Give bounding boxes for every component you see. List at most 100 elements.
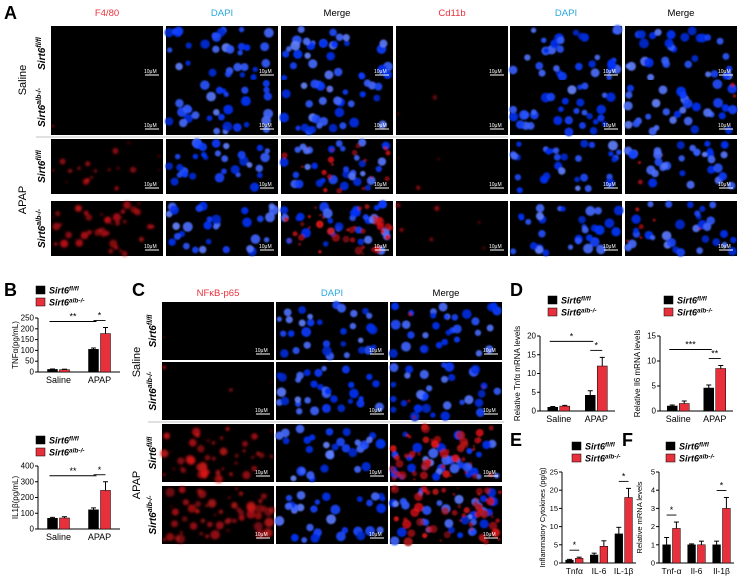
legend-label: Sirt6fl/fl [561,296,591,306]
x-tick-label: Tnfα [566,566,583,576]
legend-label: Sirt6alb-/- [677,308,713,318]
scale-label: 10μM [483,348,496,354]
bar [715,368,726,412]
significance-label: ** [69,312,77,322]
micrograph-content [165,138,270,192]
legend-label: Sirt6alb-/- [49,298,85,308]
bar [575,558,584,564]
panel-letter-b: B [4,280,17,300]
panel-letter-c: C [132,280,145,300]
scale-label: 10μM [255,408,268,414]
micrograph-content [279,79,387,136]
legend-swatch [35,435,46,445]
micrograph-content [623,140,736,190]
y-tick-label: 150 [21,335,35,344]
legend-label: Sirt6alb-/- [49,448,85,458]
micrograph-content [624,200,737,257]
micrograph-content [623,79,738,136]
bar [672,528,681,564]
micrograph-content [395,202,486,250]
y-tick-label: 15 [527,350,536,359]
row-label: Sirt6fl/fl [36,149,48,183]
x-tick-label: APAP [88,532,111,542]
x-tick-label: APAP [703,414,726,424]
y-tick-label: 4 [651,486,655,495]
scale-label: 10μM [489,182,502,188]
micrograph-content [163,336,166,339]
micrograph-image [51,26,163,81]
micrograph-content [508,24,623,82]
significance-label: ** [711,349,719,359]
bar [59,369,70,373]
chart-d-left: 0 5 10 15 20 Relative Tnfα mRNA levels Saline A… [513,296,615,424]
significance-label: *** [685,340,696,350]
y-axis-label: TNFα(pg/mL) [11,321,20,369]
row-label: Sirt6alb-/- [36,208,48,248]
column-header: Merge [433,288,460,299]
scale-label: 10μM [369,408,382,414]
x-tick-label: Tnf-α [661,566,681,576]
x-tick-label: APAP [585,414,608,424]
legend-swatch [35,285,46,295]
micrograph-content [275,424,386,483]
micrograph-content [52,201,155,257]
micrograph-image [51,139,163,194]
row-label: Sirt6alb-/- [147,371,159,411]
x-tick-label: Saline [46,532,71,542]
x-tick-label: IL-6 [592,566,607,576]
significance-label: * [573,540,577,550]
scale-label: 10μM [259,244,272,250]
legend-swatch [35,447,46,457]
bar [547,407,558,412]
scale-label: 10μM [374,123,387,129]
micrograph-image [162,302,274,360]
micrograph-image [510,26,622,81]
bar [687,544,696,564]
group-label-apap: APAP [17,186,29,215]
column-header: Cd11b [438,8,465,19]
x-tick-label: Il-6 [691,566,703,576]
significance-label: * [720,480,724,490]
chart-f: 0 1 2 3 4 5 Relative mRNA levels Tnf-α Il-6 Il-1β… [635,441,734,576]
scale-label: 10μM [718,182,731,188]
scale-label: 10μM [369,532,382,538]
y-tick-label: 5 [652,382,657,391]
bar [697,544,706,564]
group-label-apap: APAP [131,471,143,500]
bar [722,508,731,564]
x-tick-label: IL-1β [614,566,634,576]
y-tick-label: 250 [21,314,35,323]
x-tick-label: Saline [666,414,691,424]
y-tick-label: 10 [647,357,656,366]
scale-label: 10μM [369,348,382,354]
significance-label: * [98,465,102,475]
row-label: Sirt6fl/fl [147,314,159,348]
scale-label: 10μM [718,69,731,75]
micrograph-content [281,26,393,81]
y-tick-label: 0 [554,559,558,568]
column-header: Merge [324,8,351,19]
panel-letter-e: E [510,430,522,450]
column-header: DAPI [211,8,233,19]
bar [590,554,599,564]
legend-swatch [665,441,676,451]
scale-label: 10μM [374,182,387,188]
row-label: Sirt6fl/fl [147,436,159,470]
panel-letter-a: A [4,3,17,23]
y-tick-label: 200 [21,493,35,502]
scale-label: 10μM [144,69,157,75]
y-tick-label: 20 [550,486,558,495]
scale-label: 10μM [489,244,502,250]
y-tick-label: 100 [21,509,35,518]
y-tick-label: 0 [652,407,657,416]
legend-label: Sirt6fl/fl [679,442,709,452]
micrograph-content [509,139,622,194]
micrograph-image [396,26,508,81]
y-tick-label: 400 [21,462,35,471]
bar [559,405,570,412]
y-tick-label: 15 [647,332,656,341]
micrograph-content [276,300,378,361]
